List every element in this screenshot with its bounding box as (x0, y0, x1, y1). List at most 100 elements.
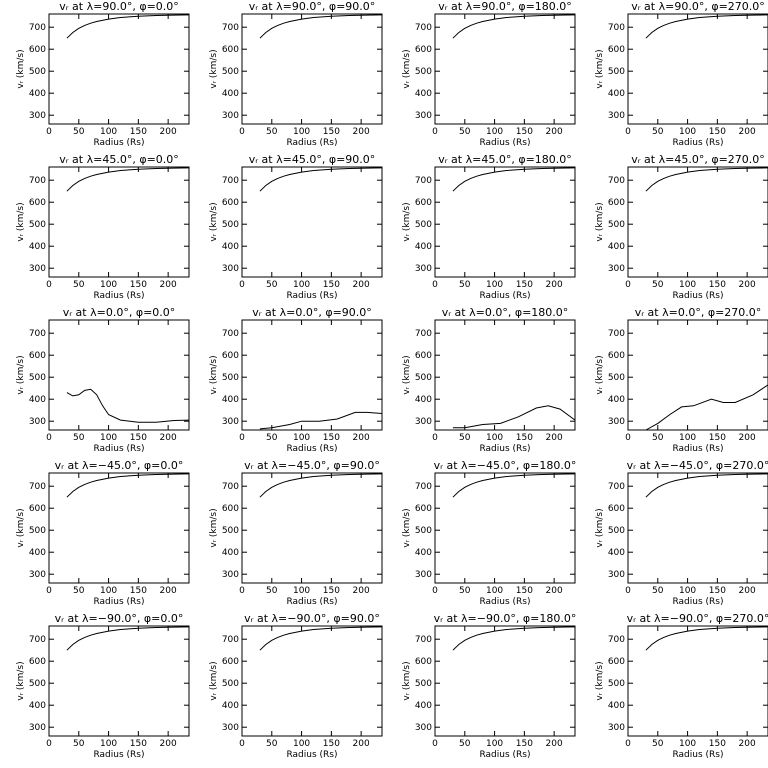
y-tick-label: 400 (29, 701, 46, 711)
x-tick-label: 150 (323, 280, 340, 290)
plot-frame (241, 13, 383, 125)
panel-title: vᵣ at λ=−90.0°, φ=180.0° (434, 612, 577, 625)
y-tick-label: 600 (222, 198, 239, 208)
x-axis-label: Radius (Rs) (479, 138, 530, 148)
y-tick-label: 300 (608, 111, 625, 121)
plot-frame (434, 13, 576, 125)
panel: vᵣ at λ=−90.0°, φ=0.0° Radius (Rs) vᵣ (km/… (16, 612, 190, 760)
y-axis-label: vᵣ (km/s) (209, 661, 219, 700)
y-tick-label: 600 (608, 504, 625, 514)
x-tick-label: 100 (100, 127, 117, 137)
y-tick-label: 500 (29, 220, 46, 230)
data-line (452, 14, 576, 39)
x-tick-label: 0 (46, 586, 52, 596)
data-line (66, 626, 190, 651)
x-tick-label: 100 (293, 280, 310, 290)
x-tick-label: 200 (160, 127, 177, 137)
panel: vᵣ at λ=0.0°, φ=0.0° Radius (Rs) vᵣ (km/s)… (16, 306, 190, 454)
x-tick-label: 0 (625, 280, 631, 290)
x-tick-label: 0 (625, 127, 631, 137)
x-tick-label: 200 (546, 127, 563, 137)
y-tick-label: 700 (29, 635, 46, 645)
data-line (66, 14, 190, 39)
y-tick-label: 300 (29, 111, 46, 121)
x-tick-label: 0 (239, 127, 245, 137)
plot-frame (627, 319, 768, 431)
x-tick-label: 200 (353, 739, 370, 749)
y-tick-label: 300 (222, 723, 239, 733)
x-tick-label: 150 (709, 280, 726, 290)
x-axis-label: Radius (Rs) (286, 750, 337, 760)
plot-frame (48, 625, 190, 737)
x-tick-label: 200 (160, 433, 177, 443)
panel-title: vᵣ at λ=90.0°, φ=0.0° (59, 0, 179, 13)
x-axis-label: Radius (Rs) (479, 750, 530, 760)
x-tick-label: 200 (739, 127, 756, 137)
x-tick-label: 50 (266, 433, 278, 443)
y-tick-label: 500 (222, 526, 239, 536)
x-tick-label: 50 (266, 739, 278, 749)
y-tick-label: 300 (415, 111, 432, 121)
panel-title: vᵣ at λ=45.0°, φ=180.0° (438, 153, 572, 166)
panel-title: vᵣ at λ=0.0°, φ=0.0° (63, 306, 176, 319)
x-tick-label: 100 (100, 586, 117, 596)
y-tick-label: 700 (415, 635, 432, 645)
panel-title: vᵣ at λ=90.0°, φ=90.0° (249, 0, 376, 13)
y-tick-label: 600 (222, 351, 239, 361)
y-tick-label: 500 (29, 679, 46, 689)
data-line (259, 473, 383, 498)
x-tick-label: 150 (130, 586, 147, 596)
x-tick-label: 200 (739, 739, 756, 749)
y-tick-label: 500 (29, 67, 46, 77)
plot-frame (48, 319, 190, 431)
data-line (66, 167, 190, 192)
x-axis-label: Radius (Rs) (672, 750, 723, 760)
y-tick-label: 600 (29, 504, 46, 514)
y-tick-label: 500 (608, 373, 625, 383)
panel: vᵣ at λ=−90.0°, φ=90.0° Radius (Rs) vᵣ (km… (209, 612, 383, 760)
x-tick-label: 100 (486, 586, 503, 596)
panel: vᵣ at λ=45.0°, φ=0.0° Radius (Rs) vᵣ (km/s… (16, 153, 190, 301)
x-tick-label: 150 (323, 127, 340, 137)
x-tick-label: 0 (239, 280, 245, 290)
y-tick-label: 500 (222, 679, 239, 689)
y-tick-label: 400 (608, 701, 625, 711)
data-line (259, 411, 383, 430)
x-tick-label: 0 (46, 739, 52, 749)
y-tick-label: 300 (608, 417, 625, 427)
x-tick-label: 50 (459, 280, 471, 290)
y-tick-label: 600 (608, 198, 625, 208)
y-tick-label: 400 (415, 395, 432, 405)
y-tick-label: 400 (29, 395, 46, 405)
data-line (452, 405, 576, 429)
panel-title: vᵣ at λ=90.0°, φ=180.0° (438, 0, 572, 13)
y-axis-label: vᵣ (km/s) (595, 355, 605, 394)
x-tick-label: 50 (266, 280, 278, 290)
x-tick-label: 50 (73, 433, 85, 443)
y-tick-label: 400 (608, 548, 625, 558)
plot-frame (434, 625, 576, 737)
x-tick-label: 0 (432, 280, 438, 290)
panel: vᵣ at λ=45.0°, φ=90.0° Radius (Rs) vᵣ (km/… (209, 153, 383, 301)
y-tick-label: 700 (415, 176, 432, 186)
y-tick-label: 500 (415, 679, 432, 689)
y-tick-label: 300 (415, 417, 432, 427)
x-tick-label: 50 (73, 280, 85, 290)
panel: vᵣ at λ=−45.0°, φ=180.0° Radius (Rs) vᵣ (k… (402, 459, 576, 607)
x-axis-label: Radius (Rs) (93, 444, 144, 454)
x-tick-label: 150 (130, 280, 147, 290)
panel-title: vᵣ at λ=45.0°, φ=270.0° (631, 153, 765, 166)
y-tick-label: 300 (29, 570, 46, 580)
panel-title: vᵣ at λ=−45.0°, φ=180.0° (434, 459, 577, 472)
y-tick-label: 400 (608, 89, 625, 99)
y-tick-label: 700 (415, 482, 432, 492)
y-tick-label: 700 (222, 329, 239, 339)
y-tick-label: 700 (608, 482, 625, 492)
x-tick-label: 0 (46, 433, 52, 443)
x-tick-label: 150 (709, 739, 726, 749)
plot-frame (241, 319, 383, 431)
panel: vᵣ at λ=90.0°, φ=270.0° Radius (Rs) vᵣ (km… (595, 0, 768, 148)
x-tick-label: 200 (353, 127, 370, 137)
x-axis-label: Radius (Rs) (479, 291, 530, 301)
x-axis-label: Radius (Rs) (93, 291, 144, 301)
